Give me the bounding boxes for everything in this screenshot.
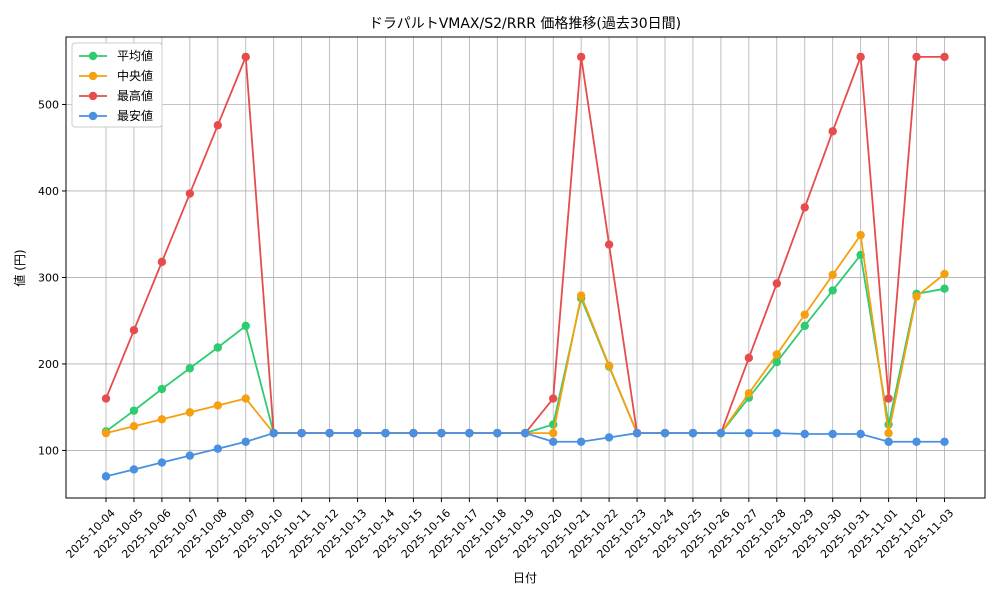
data-point: [688, 428, 698, 438]
data-point: [157, 384, 167, 394]
data-point: [800, 429, 809, 439]
data-point: [660, 428, 670, 438]
data-point: [185, 451, 195, 460]
data-point: [213, 121, 222, 130]
data-point: [800, 321, 809, 331]
data-point: [772, 358, 781, 367]
data-point: [157, 458, 167, 467]
data-point: [576, 437, 586, 446]
data-point: [940, 284, 949, 293]
data-point: [325, 428, 334, 438]
x-axis: 2025-10-042025-10-052025-10-062025-10-07…: [63, 498, 956, 561]
data-point: [604, 433, 614, 442]
data-point: [213, 401, 222, 410]
data-point: [828, 127, 837, 136]
data-point: [940, 437, 949, 446]
data-point: [828, 270, 837, 280]
data-point: [604, 240, 614, 249]
data-point: [772, 279, 781, 288]
y-tick-label: 300: [38, 271, 59, 284]
data-point: [912, 52, 921, 62]
data-point: [549, 428, 558, 438]
data-point: [129, 406, 139, 415]
data-point: [856, 52, 865, 62]
data-point: [884, 394, 893, 403]
data-point: [185, 189, 195, 198]
data-point: [409, 428, 418, 438]
data-point: [213, 343, 222, 352]
data-point: [884, 437, 893, 446]
y-axis: 100 200 300 400 500: [38, 98, 66, 457]
legend-marker: [88, 111, 98, 121]
data-point: [800, 203, 809, 212]
data-point: [744, 353, 754, 363]
data-point: [185, 364, 195, 373]
data-point: [940, 52, 949, 62]
y-axis-title: 値 (円): [12, 249, 27, 286]
data-point: [549, 394, 558, 403]
legend-label: 最安値: [117, 108, 153, 123]
legend-label: 中央値: [117, 68, 153, 83]
data-point: [241, 321, 250, 331]
data-point: [185, 408, 195, 417]
data-point: [912, 437, 921, 446]
data-point: [632, 428, 642, 438]
grid: [66, 37, 985, 498]
y-tick-label: 100: [38, 444, 59, 457]
legend-box: [71, 42, 163, 128]
data-point: [213, 444, 222, 453]
data-point: [940, 269, 949, 279]
legend-label: 最高値: [117, 88, 153, 103]
data-point: [576, 291, 586, 300]
data-point: [157, 257, 167, 267]
x-axis-title: 日付: [513, 571, 537, 585]
data-point: [744, 389, 754, 398]
data-point: [856, 429, 865, 439]
data-point: [884, 428, 893, 438]
data-point: [856, 230, 865, 240]
data-point: [521, 428, 530, 438]
data-point: [772, 428, 781, 438]
y-tick-label: 400: [38, 185, 59, 198]
data-point: [493, 428, 502, 438]
data-point: [101, 428, 111, 438]
data-point: [129, 326, 139, 335]
data-point: [297, 428, 306, 438]
legend-marker: [88, 51, 98, 61]
legend-marker: [88, 71, 98, 81]
data-point: [353, 428, 362, 438]
data-point: [241, 394, 250, 403]
chart-title: ドラパルトVMAX/S2/RRR 価格推移(過去30日間): [369, 16, 681, 32]
data-point: [828, 429, 837, 439]
data-point: [465, 428, 474, 438]
data-point: [576, 52, 586, 62]
data-point: [129, 465, 139, 474]
y-tick-label: 200: [38, 358, 59, 371]
data-point: [269, 428, 278, 438]
data-point: [101, 394, 111, 403]
y-tick-label: 500: [38, 98, 59, 111]
data-point: [241, 52, 250, 62]
legend-label: 平均値: [117, 48, 153, 63]
data-point: [716, 428, 726, 438]
data-point: [549, 437, 558, 446]
data-point: [604, 361, 614, 370]
data-point: [241, 437, 250, 446]
data-point: [437, 428, 446, 438]
data-point: [101, 472, 111, 481]
data-point: [800, 310, 809, 319]
legend-marker: [88, 91, 98, 101]
data-point: [157, 415, 167, 424]
series-group: [101, 52, 949, 481]
data-point: [744, 428, 754, 438]
data-point: [381, 428, 390, 438]
data-point: [772, 350, 781, 359]
data-point: [129, 422, 139, 431]
data-point: [912, 292, 921, 301]
data-point: [828, 286, 837, 295]
